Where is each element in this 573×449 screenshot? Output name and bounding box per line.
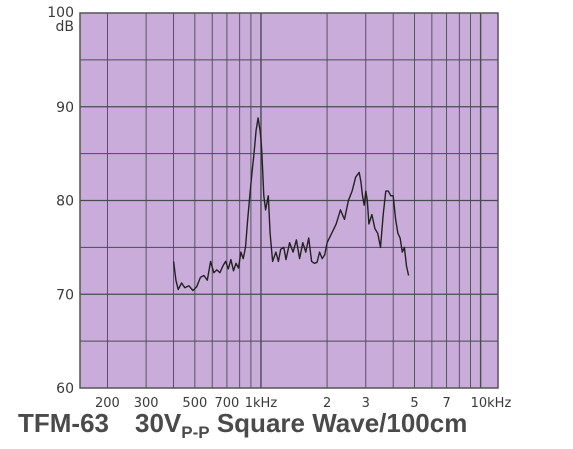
series-layer — [172, 117, 410, 292]
frequency-response-chart: 200 300 500 700 1kHz 2 3 5 7 10kHz 60 70 80 90 100 dB — [47, 5, 511, 410]
x-tick-label: 5 — [410, 396, 418, 410]
y-tick-label: 100 — [47, 5, 74, 21]
plot-border — [79, 12, 499, 389]
x-tick-label: 200 — [95, 396, 120, 410]
response-curve — [172, 117, 410, 292]
model-name: TFM-63 — [18, 408, 109, 438]
y-tick-labels: 60 70 80 90 100 — [47, 5, 74, 397]
voltage-subscript: P-P — [181, 423, 210, 442]
x-tick-label: 700 — [215, 396, 240, 410]
x-tick-label: 7 — [442, 396, 450, 410]
x-tick-label: 10kHz — [471, 396, 512, 410]
x-tick-label: 1kHz — [245, 396, 278, 410]
x-tick-label: 500 — [182, 396, 207, 410]
x-tick-labels: 200 300 500 700 1kHz 2 3 5 7 10kHz — [95, 396, 511, 410]
y-tick-label: 60 — [56, 381, 74, 397]
x-tick-label: 300 — [134, 396, 159, 410]
x-tick-label: 2 — [323, 396, 331, 410]
y-unit-label: dB — [56, 19, 75, 35]
y-tick-label: 70 — [56, 287, 74, 303]
chart-caption: TFM-63 30VP-P Square Wave/100cm — [18, 408, 467, 443]
x-tick-label: 3 — [362, 396, 370, 410]
grid — [80, 13, 498, 388]
y-tick-label: 90 — [56, 100, 74, 116]
voltage-label: 30V — [135, 408, 182, 438]
y-tick-label: 80 — [56, 194, 74, 210]
caption-rest: Square Wave/100cm — [209, 408, 468, 438]
